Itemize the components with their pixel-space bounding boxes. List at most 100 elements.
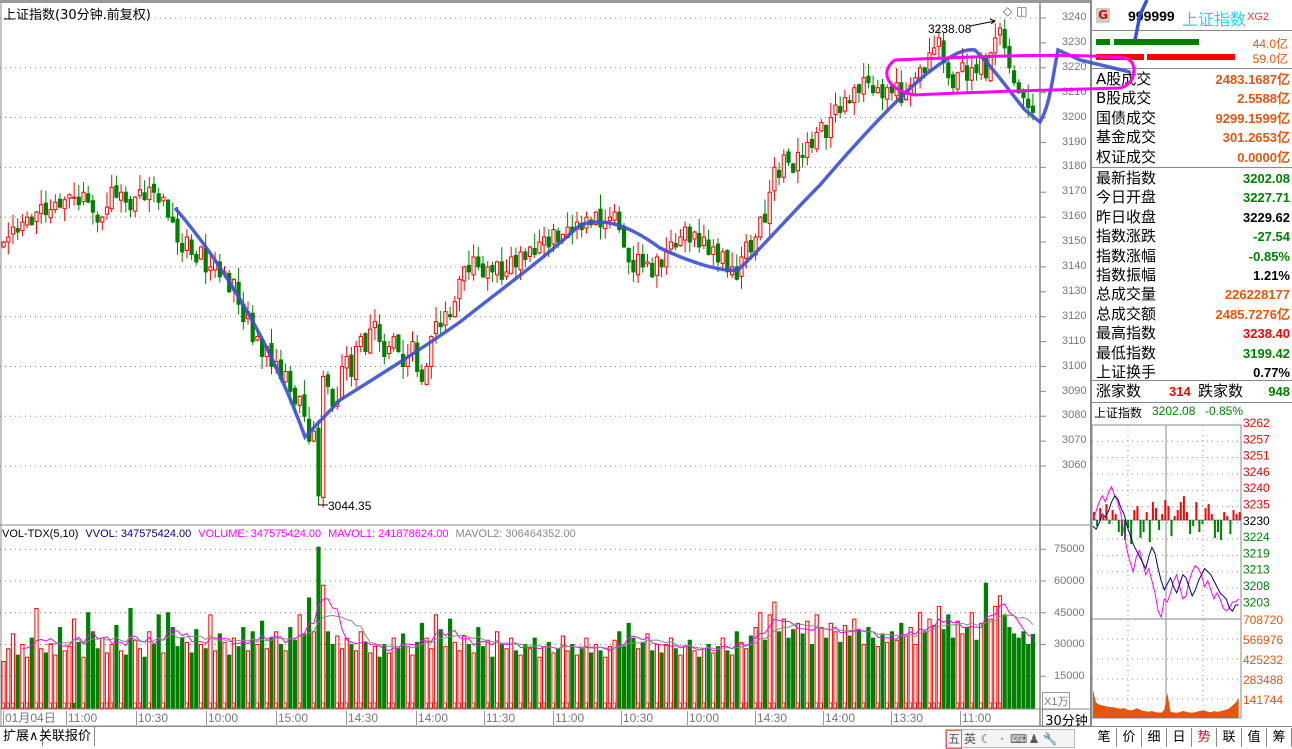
right-tab[interactable]: 势 <box>1192 728 1217 747</box>
strip-mark <box>781 702 786 709</box>
candle-down <box>800 154 805 158</box>
ime-wubi-icon[interactable]: 五 <box>946 730 962 749</box>
chart-corner-icons[interactable]: ◇ ◫ <box>1003 4 1027 18</box>
volume-bar-down <box>570 644 575 709</box>
stat-value: 3202.08 <box>1243 171 1290 186</box>
ime-english-icon[interactable]: 英 <box>963 732 976 746</box>
stat-row: 昨日收盘 3229.62 <box>1094 208 1290 227</box>
stat-label: 最新指数 <box>1096 169 1157 187</box>
diamond-icon[interactable]: ◇ <box>1003 4 1013 18</box>
mini-volume-area <box>1093 690 1239 718</box>
candle-down <box>748 240 753 253</box>
right-tab[interactable]: 价 <box>1117 728 1142 747</box>
ime-moon-icon[interactable]: ☾ <box>980 732 992 746</box>
right-tab[interactable]: 笔 <box>1092 728 1117 747</box>
volume-bar-up <box>603 656 608 709</box>
candle-up <box>137 189 143 197</box>
candle-down <box>617 211 622 231</box>
right-tab[interactable]: 日 <box>1167 728 1192 747</box>
strip-mark <box>678 702 682 709</box>
strip-mark <box>72 702 76 709</box>
stock-name: 上证指数 <box>1182 10 1247 29</box>
candle-down <box>889 85 894 94</box>
volume-axis-label: 60000 <box>1054 574 1085 587</box>
strip-mark <box>716 702 720 709</box>
price-axis-label: 3110 <box>1062 334 1086 347</box>
candle-up <box>433 321 439 335</box>
volume-bar-up <box>462 635 467 709</box>
strip-mark <box>269 702 273 709</box>
mini-down-bar <box>1198 520 1201 533</box>
volume-bar-up <box>913 644 918 709</box>
g-badge-icon[interactable]: G <box>1096 8 1110 23</box>
mini-up-bar <box>1161 514 1164 521</box>
strip-mark <box>941 702 945 709</box>
tab-expand[interactable]: 扩展∧ <box>0 727 43 746</box>
volume-bar-up <box>433 614 439 709</box>
intraday-mini-chart[interactable]: 3262 3257 3251 3246 3240 3235 3230 3224 3219 3213… <box>1090 418 1292 726</box>
mini-up-bar <box>1155 508 1157 521</box>
user-icon[interactable]: ♟ <box>1028 732 1040 746</box>
volume-bar-up <box>405 646 410 709</box>
period-label[interactable]: 30分钟 <box>1042 710 1090 729</box>
candle-down <box>626 247 631 263</box>
volume-bar-down <box>151 644 157 709</box>
keyboard-icon[interactable]: ⌨ <box>1010 732 1028 746</box>
volume-bar-up <box>457 650 462 709</box>
candle-up <box>311 430 316 442</box>
volume-bar-up <box>62 650 67 709</box>
volume-bar-up <box>527 648 533 709</box>
strip-mark <box>119 702 123 709</box>
candle-up <box>753 236 758 256</box>
split-window-icon[interactable]: ◫ <box>1016 4 1028 18</box>
wrench-icon[interactable]: 🔧 <box>1042 732 1058 746</box>
volume-bar-up <box>861 644 866 709</box>
strip-mark <box>969 702 974 709</box>
strip-mark <box>640 702 645 709</box>
candle-down <box>847 100 852 104</box>
candle-up <box>133 196 138 212</box>
volume-bar-up <box>955 620 960 709</box>
strip-mark <box>847 702 851 709</box>
strip-mark <box>908 702 912 709</box>
kline-chart[interactable] <box>0 0 1090 726</box>
ime-punct-icon[interactable]: · <box>1000 732 1004 746</box>
volume-bar-down <box>95 648 100 709</box>
candle-down <box>269 343 274 367</box>
mini-up-bar <box>1102 516 1105 521</box>
right-tab[interactable]: 细 <box>1142 728 1167 747</box>
volume-bar-down <box>260 620 265 709</box>
right-tab[interactable]: 筹 <box>1267 728 1292 747</box>
volume-bar-down <box>1030 633 1036 709</box>
candle-up <box>72 196 77 199</box>
volume-bar-down <box>617 631 622 709</box>
ime-toolbar[interactable]: 五英 ☾ · ⌨♟ 🔧 <box>945 729 1075 749</box>
stat-row: 今日开盘 3227.71 <box>1094 188 1290 207</box>
candle-down <box>1007 45 1012 69</box>
volume-bar-up <box>1 660 6 709</box>
candle-down <box>697 233 702 248</box>
mini-up-bar <box>1167 506 1170 521</box>
stat-value: 0.77% <box>1253 365 1290 380</box>
tab-related-quotes[interactable]: 关联报价 <box>36 727 96 746</box>
volume-bar-down <box>307 597 312 709</box>
stat-row: 总成交量 226228177 <box>1094 285 1290 304</box>
volume-bar-down <box>170 627 175 709</box>
strip-mark <box>528 702 532 709</box>
vol-indicator-name[interactable]: VOL-TDX(5,10) <box>2 528 79 540</box>
volume-bar-up <box>311 631 316 709</box>
candle-down <box>29 216 34 226</box>
stat-row: 指数涨幅 -0.85% <box>1094 247 1290 266</box>
candle-up <box>781 154 786 178</box>
candle-up <box>819 122 824 132</box>
candle-up <box>62 199 67 210</box>
volume-bar-up <box>772 601 777 709</box>
time-axis-label: 15:00 <box>276 711 309 725</box>
candle-down <box>762 213 768 223</box>
candle-down <box>363 333 368 353</box>
candle-up <box>772 166 777 192</box>
right-tab[interactable]: 联 <box>1217 728 1242 747</box>
right-tab[interactable]: 值 <box>1242 728 1267 747</box>
strip-mark <box>344 702 348 709</box>
candle-up <box>574 221 580 230</box>
